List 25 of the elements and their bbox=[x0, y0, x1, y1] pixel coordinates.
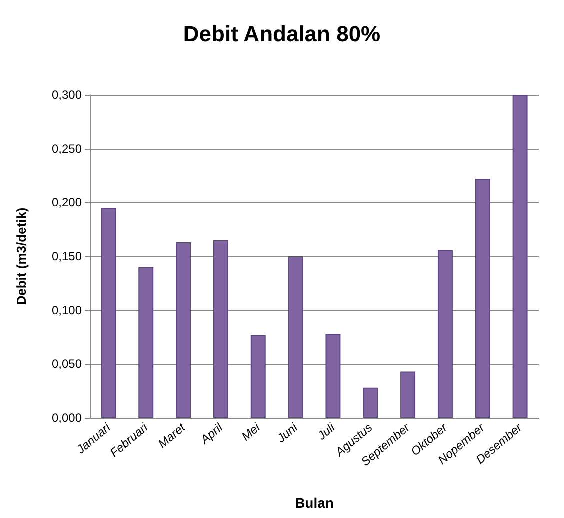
y-axis-title: Debit (m3/detik) bbox=[14, 208, 29, 306]
bar bbox=[326, 334, 341, 418]
chart-title: Debit Andalan 80% bbox=[183, 22, 381, 46]
bar bbox=[288, 256, 304, 418]
y-tick-label: 0,150 bbox=[52, 250, 82, 264]
x-tick-label: Mei bbox=[239, 420, 264, 444]
y-tick-label: 0,100 bbox=[52, 303, 82, 318]
bar bbox=[400, 372, 416, 418]
bar bbox=[101, 208, 116, 418]
bar bbox=[176, 242, 192, 418]
bar bbox=[363, 388, 378, 418]
y-tick-label: 0,250 bbox=[52, 142, 82, 156]
y-tick-label: 0,300 bbox=[52, 88, 82, 102]
bar bbox=[475, 178, 490, 418]
bar bbox=[512, 95, 528, 418]
bar bbox=[250, 335, 266, 418]
y-tick-label: 0,050 bbox=[52, 357, 82, 372]
bar bbox=[138, 267, 154, 418]
x-tick-label: Juni bbox=[274, 420, 301, 446]
bar bbox=[213, 240, 228, 418]
y-tick-label: 0,200 bbox=[52, 196, 82, 210]
bar bbox=[438, 250, 453, 418]
x-tick-label: Juli bbox=[314, 420, 338, 444]
y-tick-label: 0,000 bbox=[52, 411, 82, 425]
x-axis-title: Bulan bbox=[295, 495, 334, 511]
